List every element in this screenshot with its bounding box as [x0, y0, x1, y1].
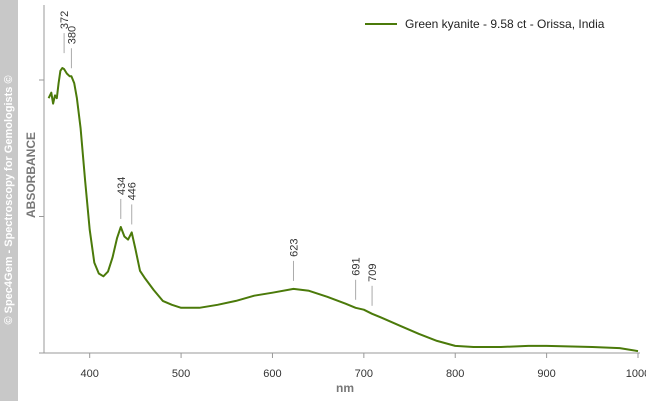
- watermark: © Spec4Gem - Spectroscopy for Gemologist…: [3, 75, 15, 324]
- x-tick-label: 1000: [626, 368, 646, 380]
- x-tick-label: 800: [446, 368, 464, 380]
- x-tick-label: 700: [355, 368, 373, 380]
- peak-label: 691: [351, 257, 363, 275]
- peak-label: 372: [59, 11, 71, 29]
- legend-label: Green kyanite - 9.58 ct - Orissa, India: [405, 17, 605, 31]
- peak-label: 623: [288, 239, 300, 257]
- peak-label: 446: [127, 182, 139, 200]
- x-tick-label: 600: [263, 368, 281, 380]
- spectrum-line: [47, 67, 639, 353]
- watermark-strip: [0, 0, 18, 401]
- peak-label: 709: [367, 263, 379, 281]
- x-tick-label: 400: [81, 368, 99, 380]
- peak-label: 434: [116, 177, 128, 195]
- x-axis-label: nm: [336, 381, 354, 395]
- x-tick-label: 900: [537, 368, 555, 380]
- x-tick-label: 500: [172, 368, 190, 380]
- y-axis-label: ABSORBANCE: [24, 132, 38, 218]
- peak-label: 380: [66, 26, 78, 44]
